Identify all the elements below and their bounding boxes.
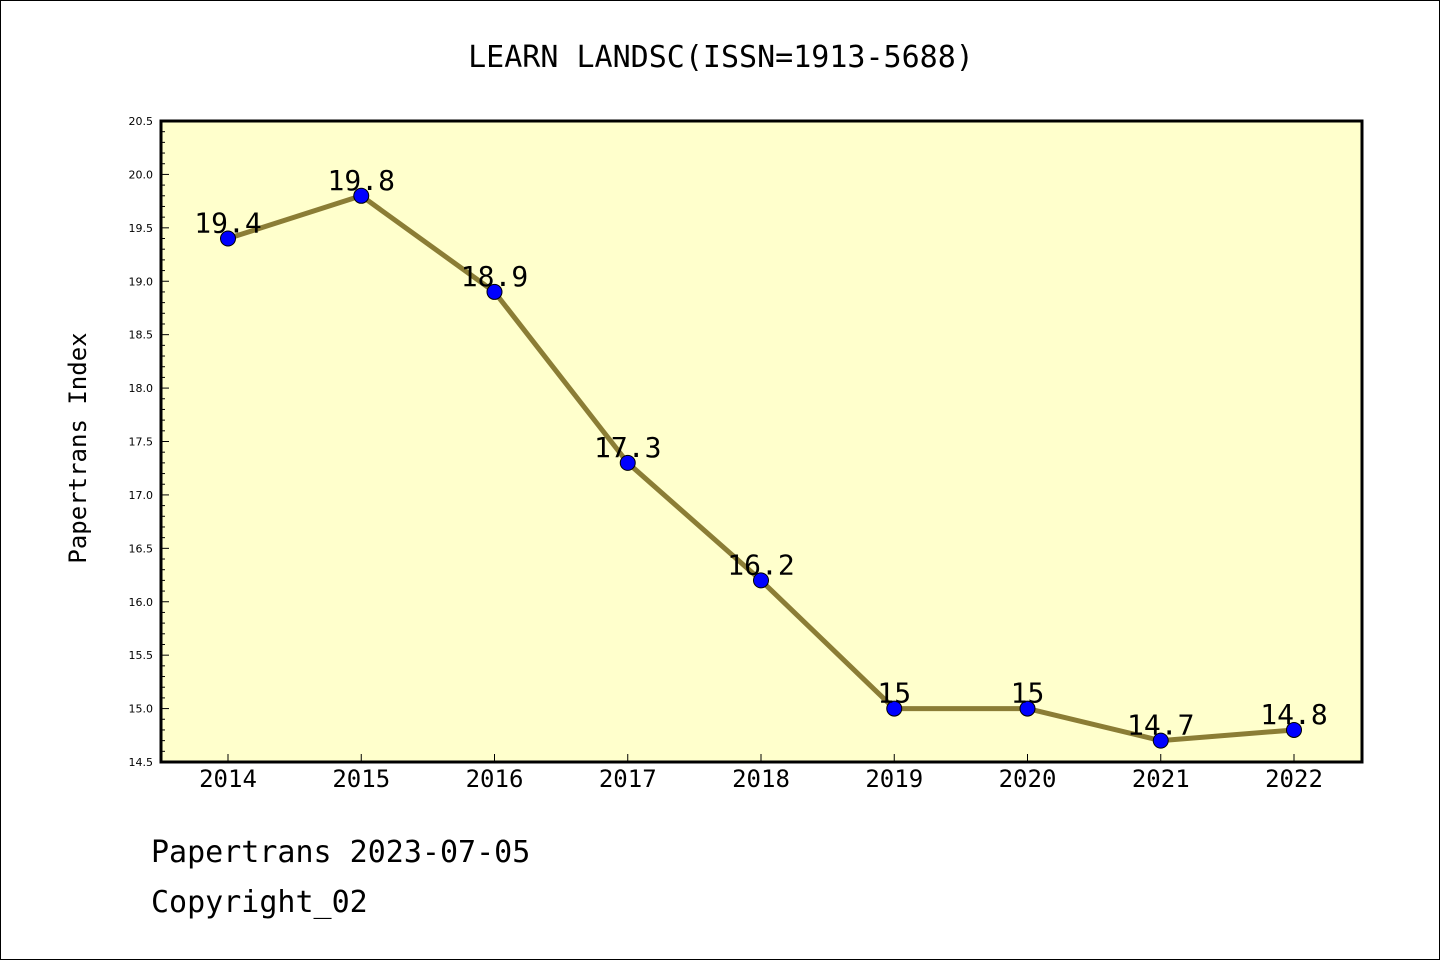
data-label: 16.2 <box>727 548 794 581</box>
data-point <box>220 230 236 247</box>
y-tick-label: 16.5 <box>129 542 154 555</box>
x-tick-label: 2018 <box>732 765 790 793</box>
y-tick-label: 18.0 <box>129 382 154 395</box>
data-point <box>1152 732 1169 749</box>
data-point <box>486 283 503 300</box>
footer-copyright: Copyright_02 <box>151 885 368 920</box>
x-tick-label: 2021 <box>1132 765 1190 793</box>
data-point <box>1286 721 1302 738</box>
x-tick-label: 2022 <box>1265 765 1323 793</box>
chart-title: LEARN LANDSC(ISSN=1913-5688) <box>468 40 974 75</box>
data-point <box>619 454 636 471</box>
data-label: 14.7 <box>1127 709 1194 742</box>
y-tick-label: 19.5 <box>129 222 154 235</box>
data-labels: 19.4 19.8 18.9 17.3 16.2 15 15 14.7 14.8 <box>194 164 1327 742</box>
data-point <box>1019 700 1036 717</box>
y-tick-label: 16.0 <box>129 596 154 609</box>
y-tick-label: 20.0 <box>129 168 154 181</box>
data-label: 15 <box>1011 677 1045 710</box>
y-tick-label: 14.5 <box>129 756 154 769</box>
y-axis: 14.5 15.0 15.5 16.0 16.5 17.0 17.5 18.0 18.5 19.0… <box>129 115 169 769</box>
series-markers <box>220 187 1302 749</box>
data-label: 15 <box>877 677 911 710</box>
data-label: 19.4 <box>194 207 261 240</box>
y-tick-label: 15.5 <box>129 649 154 662</box>
x-tick-label: 2020 <box>999 765 1057 793</box>
x-tick-label: 2017 <box>599 765 657 793</box>
y-tick-label: 17.5 <box>129 436 154 449</box>
data-label: 14.8 <box>1260 698 1327 731</box>
data-point <box>353 187 370 204</box>
x-tick-label: 2015 <box>332 765 390 793</box>
y-tick-label: 18.5 <box>129 329 154 342</box>
y-tick-label: 19.0 <box>129 275 154 288</box>
y-tick-label: 17.0 <box>129 489 154 502</box>
y-tick-label: 20.5 <box>129 115 154 128</box>
footer-date: Papertrans 2023-07-05 <box>151 835 531 870</box>
data-point <box>886 700 903 717</box>
plot-area <box>161 121 1362 762</box>
y-axis-label: Papertrans Index <box>64 332 92 563</box>
data-label: 18.9 <box>461 260 528 293</box>
data-label: 17.3 <box>594 431 661 464</box>
y-tick-label: 15.0 <box>129 703 154 716</box>
x-tick-label: 2014 <box>199 765 257 793</box>
x-axis: 2014 2015 2016 2017 2018 2019 2020 2021 2022 <box>199 754 1323 793</box>
plot-border <box>159 119 1364 764</box>
data-point <box>753 572 769 589</box>
x-tick-label: 2019 <box>865 765 923 793</box>
data-label: 19.8 <box>328 164 395 197</box>
x-tick-label: 2016 <box>466 765 524 793</box>
